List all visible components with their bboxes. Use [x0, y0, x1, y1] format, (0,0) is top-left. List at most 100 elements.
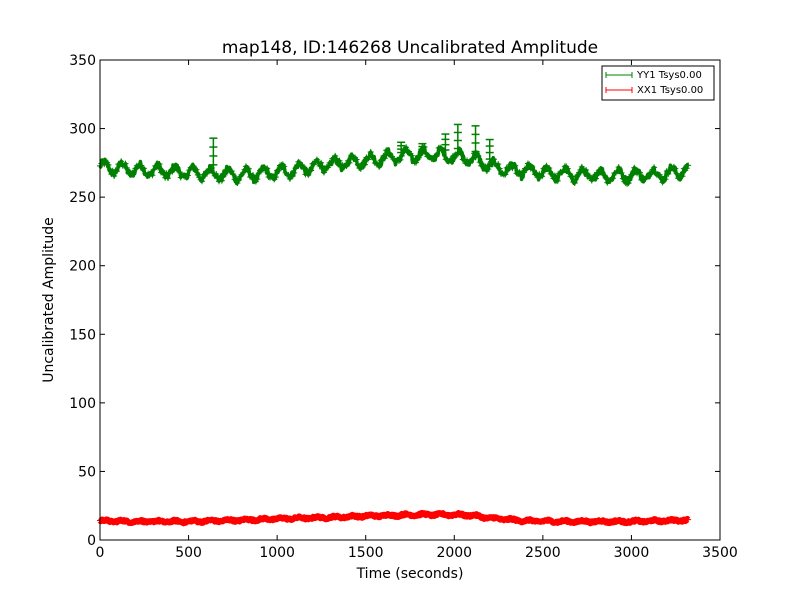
ticks-layer: 0 500 1000 1500 2000 2500 3000 3500 0 50 100 150 200… [69, 53, 738, 561]
legend-box [601, 65, 715, 101]
data-point-marker [174, 167, 181, 174]
data-point-marker [672, 165, 679, 172]
data-point-marker [553, 174, 560, 181]
data-point-marker [261, 164, 268, 171]
data-point-marker [549, 171, 556, 178]
data-point-marker [332, 152, 339, 159]
data-point-marker [571, 180, 578, 187]
data-point-marker [550, 175, 557, 182]
data-point-marker [357, 165, 364, 172]
data-point-marker [413, 159, 420, 166]
data-point-marker [216, 178, 223, 185]
series-yy1 [97, 123, 692, 187]
data-point-marker [140, 165, 147, 172]
data-point-marker [316, 162, 323, 169]
data-point-marker [475, 512, 482, 519]
y-tick-label: 350 [69, 53, 96, 69]
x-tick-label: 1500 [348, 545, 384, 561]
data-point-marker [600, 171, 607, 178]
data-point-marker [461, 156, 468, 163]
data-point-marker [128, 519, 135, 526]
data-point-marker [265, 174, 272, 181]
data-point-marker [150, 166, 157, 173]
data-point-marker [430, 155, 437, 162]
data-point-marker [257, 515, 264, 522]
data-point-marker [197, 176, 204, 183]
data-point-marker [614, 168, 621, 175]
data-point-marker [150, 519, 157, 526]
data-point-marker [644, 173, 651, 180]
data-point-marker [387, 151, 394, 158]
data-point-marker [685, 516, 692, 523]
data-point-marker [507, 161, 514, 168]
data-point-marker [176, 168, 183, 175]
data-point-marker [123, 165, 130, 172]
data-point-marker [615, 164, 622, 171]
data-point-marker [199, 178, 206, 185]
data-point-marker [320, 169, 327, 176]
data-point-marker [577, 166, 584, 173]
data-point-marker [665, 516, 672, 523]
y-tick-label: 250 [69, 190, 96, 206]
data-point-marker [286, 175, 293, 182]
data-point-marker [495, 161, 502, 168]
data-point-marker [176, 518, 183, 525]
data-point-marker [182, 173, 189, 180]
data-point-marker [612, 169, 619, 176]
data-point-marker [655, 518, 662, 525]
data-point-marker [366, 153, 373, 160]
data-point-marker [131, 168, 138, 175]
data-point-marker [678, 517, 685, 524]
data-point-marker [216, 519, 223, 526]
data-point-marker [468, 513, 475, 520]
x-tick-label: 3000 [614, 545, 650, 561]
y-tick-label: 50 [78, 464, 96, 480]
data-point-marker [509, 516, 516, 523]
data-point-marker [201, 517, 208, 524]
data-point-marker [546, 165, 553, 172]
data-point-marker [207, 166, 214, 173]
data-point-marker [111, 172, 118, 179]
data-point-marker [388, 153, 395, 160]
data-point-marker [646, 169, 653, 176]
data-point-marker [431, 513, 438, 520]
data-point-marker [404, 149, 411, 156]
x-tick-label: 500 [175, 545, 202, 561]
data-point-marker [560, 167, 567, 174]
data-point-marker [651, 164, 658, 171]
data-point-marker [411, 513, 418, 520]
data-point-marker [581, 169, 588, 176]
data-point-marker [554, 177, 561, 184]
data-point-marker [652, 516, 659, 523]
data-point-marker [629, 171, 636, 178]
data-point-marker [598, 168, 605, 175]
data-point-marker [661, 517, 668, 524]
data-point-marker [122, 160, 129, 167]
data-point-marker [301, 164, 308, 171]
data-point-marker [475, 153, 482, 160]
data-point-marker [367, 148, 374, 155]
data-point-marker [408, 152, 415, 159]
data-point-marker [415, 154, 422, 161]
data-point-marker [397, 156, 404, 163]
data-point-marker [601, 172, 608, 179]
data-point-marker [520, 169, 527, 176]
data-point-marker [459, 512, 466, 519]
data-point-marker [473, 512, 480, 519]
data-point-marker [498, 170, 505, 177]
y-tick-label: 0 [87, 533, 96, 549]
data-point-marker [272, 174, 279, 181]
data-point-marker [167, 518, 174, 525]
data-point-marker [292, 165, 299, 172]
data-point-marker [502, 171, 509, 178]
data-point-marker [241, 166, 248, 173]
data-point-marker [373, 160, 380, 167]
data-point-marker [624, 180, 631, 187]
data-point-marker [359, 160, 366, 167]
data-point-marker [305, 171, 312, 178]
data-point-marker [496, 165, 503, 172]
data-point-marker [427, 512, 434, 519]
data-point-marker [617, 167, 624, 174]
data-point-marker [129, 169, 136, 176]
data-point-marker [335, 161, 342, 168]
